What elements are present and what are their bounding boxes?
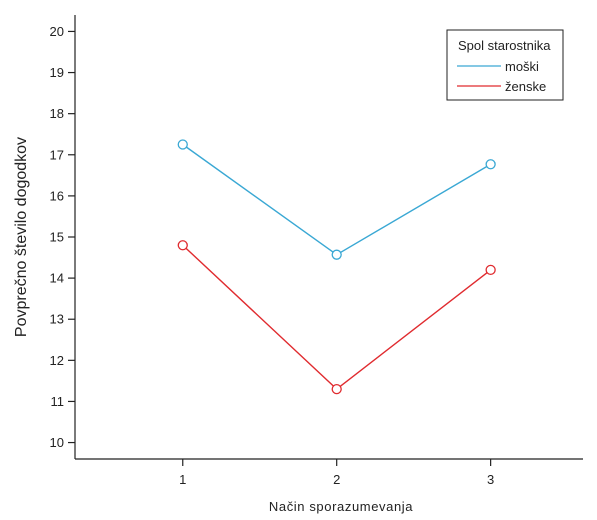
legend: Spol starostnika moški ženske [446, 29, 564, 101]
data-point [331, 249, 342, 260]
series-layer [177, 139, 496, 395]
data-point [331, 383, 342, 395]
legend-title: Spol starostnika [458, 38, 551, 53]
y-tick-label: 12 [50, 353, 64, 368]
y-tick-label: 20 [50, 24, 64, 39]
y-tick-label: 14 [50, 271, 64, 286]
legend-box [446, 29, 564, 101]
data-point [485, 159, 496, 170]
x-tick-label: 1 [179, 472, 186, 487]
data-point [485, 264, 496, 276]
legend-entry-zenske: ženske [505, 79, 546, 94]
y-tick-label: 11 [51, 394, 65, 409]
y-tick-label: 13 [50, 312, 64, 327]
y-tick-label: 19 [50, 65, 64, 80]
y-tick-label: 16 [50, 188, 64, 203]
data-point [177, 240, 188, 251]
y-tick-label: 10 [50, 435, 64, 450]
legend-entry-moski: moški [505, 59, 539, 74]
y-axis-title: Povprečno število dogodkov [13, 137, 30, 337]
series-line-1 [182, 244, 492, 391]
y-tick-label: 17 [50, 147, 64, 162]
data-point [177, 139, 188, 150]
x-tick-label: 2 [333, 472, 340, 487]
x-axis: 1 2 3 [75, 458, 583, 487]
y-axis: 10 11 12 13 14 15 16 17 18 19 20 [50, 15, 76, 459]
series-line-0 [182, 143, 491, 256]
x-tick-label: 3 [487, 472, 494, 487]
x-axis-title: Način sporazumevanja [269, 499, 413, 514]
y-tick-label: 15 [50, 230, 64, 245]
y-tick-label: 18 [50, 106, 64, 121]
